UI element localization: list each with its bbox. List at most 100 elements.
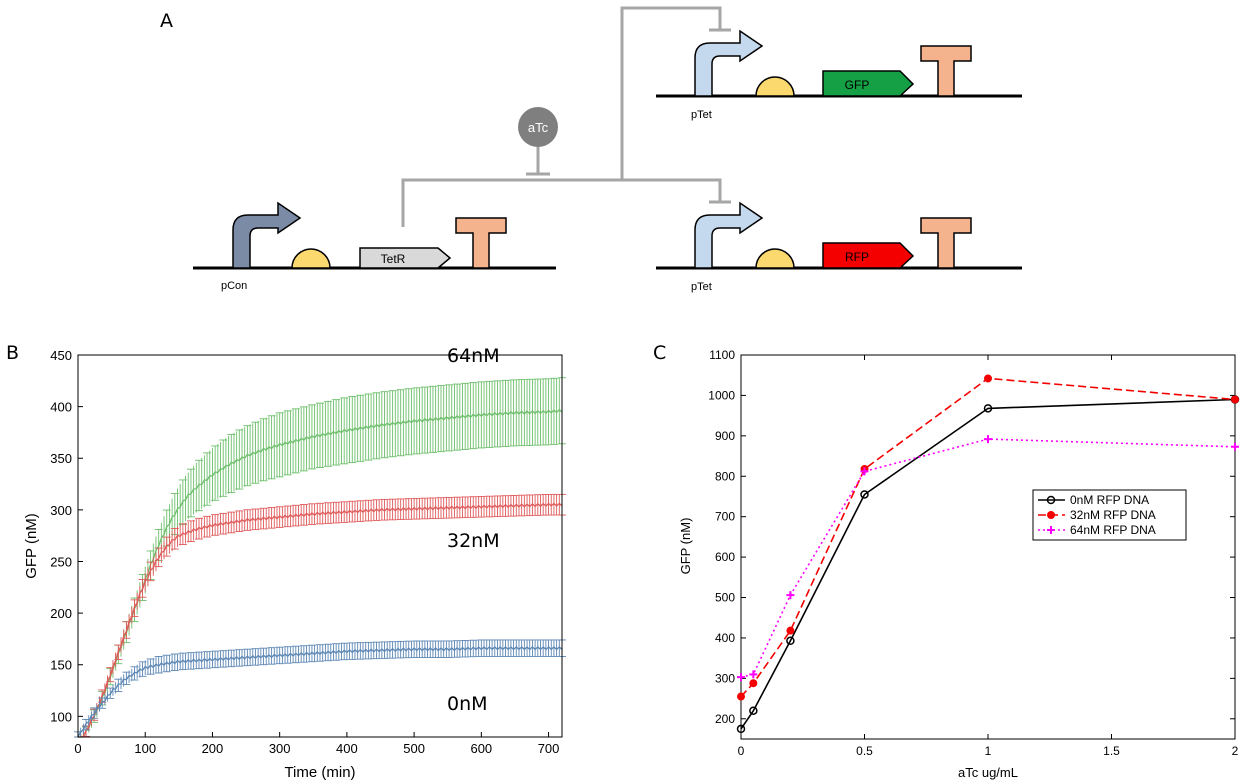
chart-c-point [983, 404, 993, 413]
chart-c-point [786, 626, 795, 635]
chart-b-y-tick-label: 400 [50, 400, 72, 415]
chart-c-x-axis-label: aTc ug/mL [958, 765, 1018, 780]
chart-c-y-tick-label: 600 [715, 550, 735, 564]
chart-c-legend-label: 32nM RFP DNA [1070, 508, 1156, 522]
chart-b-y-tick-label: 300 [50, 503, 72, 518]
chart-c-point [736, 724, 746, 734]
chart-c-point [749, 670, 758, 679]
chart-b-y-tick-label: 150 [50, 658, 72, 673]
chart-b-ticks: 0 100 200 300 400 500 600 700 100 150 200 250 300 350… [50, 348, 559, 756]
pcon-promoter-arrow-icon [232, 201, 302, 269]
chart-c-point [737, 692, 745, 701]
chart-c-legend-label: 64nM RFP DNA [1070, 523, 1156, 537]
gfp-gene-label: GFP [845, 78, 870, 92]
chart-b-gfp-time-course: 0 100 200 300 400 500 600 700 100 150 200 250 300 350… [23, 345, 566, 781]
chart-c-point [749, 706, 758, 715]
tetr-gene-label: TetR [381, 252, 406, 266]
terminator-icon-pcon [455, 217, 507, 269]
chart-b-x-tick-label: 0 [74, 741, 81, 756]
chart-b-series-label-64nm: 64nM [447, 345, 500, 367]
chart-b-series-64nM [74, 377, 566, 738]
chart-c-series-line [740, 438, 1236, 678]
chart-c-y-tick-label: 1000 [708, 388, 735, 402]
chart-c-y-axis-label: GFP (nM) [678, 518, 693, 575]
chart-b-x-tick-label: 600 [470, 741, 492, 756]
ptet-rfp-promoter-label: pTet [691, 281, 712, 293]
chart-c-series-64nm-rfp-dna [737, 435, 1239, 682]
chart-b-series-0nM [74, 639, 566, 738]
chart-b-axes-frame [77, 354, 563, 738]
chart-c-x-tick-label: 1 [985, 744, 992, 758]
regulation-lines [401, 6, 731, 227]
panel-label-b: B [6, 342, 20, 364]
chart-c-point [860, 467, 869, 476]
chart-c-legend-box [1032, 489, 1187, 541]
chart-c-x-tick-label: 0 [738, 744, 745, 758]
chart-c-y-tick-label: 300 [715, 671, 735, 685]
panel-label-c: C [653, 342, 667, 364]
chart-c-y-tick-label: 400 [715, 631, 735, 645]
terminator-icon-rfp [920, 217, 972, 269]
chart-c-series-group [736, 374, 1240, 734]
tetr-to-ptet-gfp-line [401, 6, 722, 227]
ptet-gfp-promoter-label: pTet [691, 109, 712, 121]
chart-c-dose-response: 0 0.5 1 1.5 2 200 300 400 500 600 700 800 900 1000 110… [678, 348, 1240, 780]
chart-c-point [786, 591, 795, 600]
chart-b-y-tick-label: 450 [50, 348, 72, 363]
tetr-gene-shape [359, 247, 452, 269]
chart-b-series-label-0nm: 0nM [447, 693, 488, 715]
chart-b-series-group [74, 377, 566, 738]
chart-c-point [1231, 395, 1239, 404]
chart-c-y-tick-label: 1100 [709, 348, 735, 362]
rfp-gene-shape [822, 242, 915, 269]
gfp-gene-shape [822, 70, 915, 97]
atc-molecule-icon [518, 107, 558, 147]
ptet-rfp-promoter-arrow-icon [694, 201, 764, 269]
chart-c-series-0nm-rfp-dna [736, 395, 1240, 734]
chart-c-x-tick-label: 1.5 [1103, 744, 1120, 758]
chart-b-x-axis-label: Time (min) [284, 764, 355, 781]
terminator-icon-gfp [920, 45, 972, 97]
chart-c-point [984, 435, 992, 444]
chart-c-point [1047, 526, 1055, 534]
chart-c-point [1231, 442, 1239, 451]
chart-b-y-tick-label: 350 [50, 451, 72, 466]
chart-b-x-tick-label: 500 [403, 741, 425, 756]
rbs-icon-pcon [291, 248, 331, 269]
rbs-icon-rfp [755, 248, 795, 269]
rbs-icon-gfp [755, 76, 795, 97]
chart-c-y-tick-label: 800 [715, 469, 735, 483]
genetic-circuit-diagram: aTc TetR pCon GFP pTet RFP pTet [193, 6, 1022, 293]
chart-c-point [984, 374, 992, 383]
chart-b-mean-line [77, 646, 563, 738]
chart-b-y-tick-label: 100 [50, 709, 72, 724]
chart-b-y-axis-label: GFP (nM) [23, 513, 40, 579]
chart-c-point [737, 673, 745, 682]
chart-b-x-tick-label: 300 [269, 741, 291, 756]
chart-c-series-line [740, 398, 1236, 730]
chart-c-point [786, 636, 795, 646]
chart-c-y-tick-label: 500 [715, 591, 735, 605]
chart-c-point [860, 490, 869, 499]
tetr-to-ptet-rfp-line [622, 178, 722, 202]
chart-c-point [1046, 495, 1056, 505]
chart-c-y-tick-label: 700 [715, 510, 735, 524]
chart-c-point [1047, 511, 1055, 519]
chart-c-x-tick-label: 2 [1232, 744, 1239, 758]
chart-b-mean-line [78, 502, 563, 738]
pcon-promoter-label: pCon [221, 280, 247, 292]
chart-b-x-tick-label: 700 [538, 741, 560, 756]
rfp-gene-label: RFP [845, 250, 869, 264]
chart-c-y-tick-label: 900 [715, 429, 735, 443]
ptet-gfp-promoter-arrow-icon [694, 29, 764, 97]
panel-label-a: A [160, 10, 173, 32]
chart-c-y-tick-label: 200 [715, 712, 735, 726]
chart-b-mean-line [78, 408, 563, 738]
chart-c-x-tick-label: 0.5 [856, 744, 873, 758]
chart-b-y-tick-label: 200 [50, 606, 72, 621]
chart-c-legend-label: 0nM RFP DNA [1070, 493, 1149, 507]
chart-b-x-tick-label: 400 [336, 741, 358, 756]
chart-b-x-tick-label: 100 [134, 741, 156, 756]
